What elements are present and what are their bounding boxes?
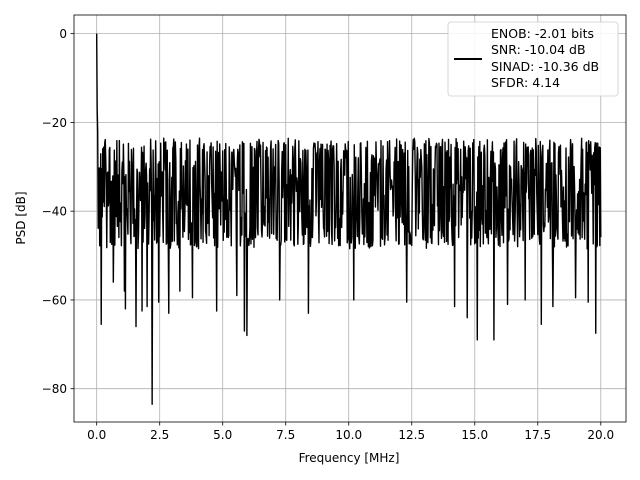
y-axis-label: PSD [dB]	[14, 191, 28, 244]
legend-box	[447, 21, 619, 97]
x-tick-label: 0.0	[87, 428, 106, 442]
x-tick-label: 7.5	[276, 428, 295, 442]
x-tick-label: 5.0	[213, 428, 232, 442]
legend-entry-sinad: SINAD: -10.36 dB	[491, 59, 599, 74]
y-tick-label: −60	[42, 293, 67, 307]
x-tick-label: 10.0	[335, 428, 362, 442]
legend-entry-enob: ENOB: -2.01 bits	[491, 26, 594, 41]
y-tick-label: −40	[42, 205, 67, 219]
legend: ENOB: -2.01 bits SNR: -10.04 dB SINAD: -…	[447, 21, 619, 97]
x-axis: 0.0 2.5 5.0 7.5 10.0 12.5 15.0 17.5 20.0	[87, 422, 614, 442]
plot-area	[95, 33, 602, 405]
series-line-psd	[95, 33, 602, 405]
axes-frame	[73, 14, 627, 423]
x-axis-label: Frequency [MHz]	[299, 451, 400, 465]
x-tick-label: 15.0	[461, 428, 488, 442]
y-tick-label: 0	[59, 27, 67, 41]
x-tick-label: 2.5	[150, 428, 169, 442]
legend-entry-snr: SNR: -10.04 dB	[491, 42, 586, 57]
y-tick-label: −80	[42, 382, 67, 396]
y-tick-label: −20	[42, 116, 67, 130]
y-axis: 0 −20 −40 −60 −80	[42, 27, 74, 396]
x-tick-label: 20.0	[587, 428, 614, 442]
legend-entry-sfdr: SFDR: 4.14	[491, 75, 560, 90]
x-tick-label: 12.5	[398, 428, 425, 442]
x-tick-label: 17.5	[524, 428, 551, 442]
